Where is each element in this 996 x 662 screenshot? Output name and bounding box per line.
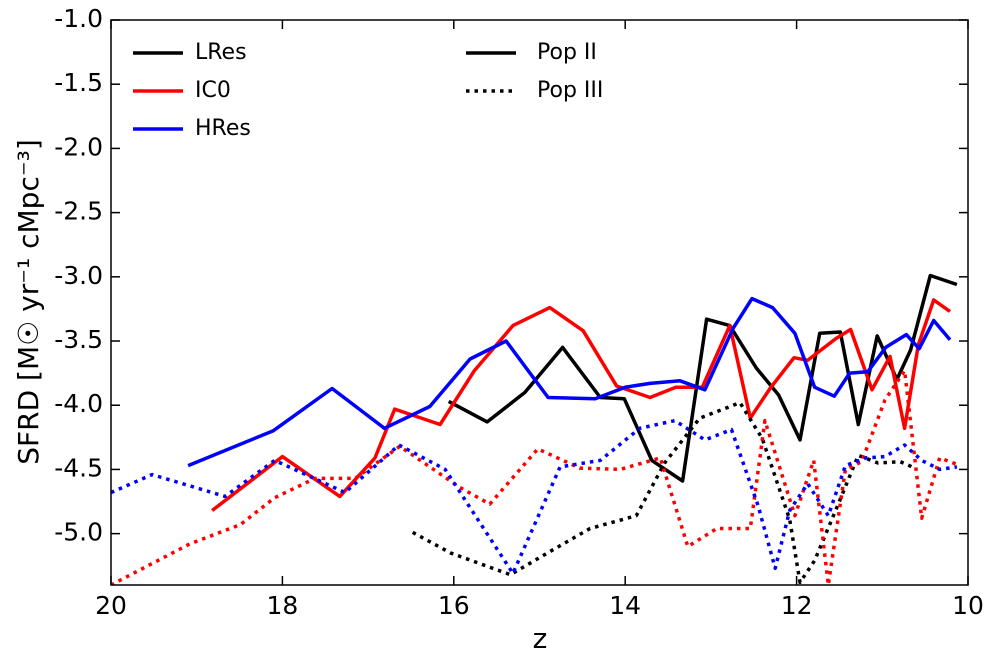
x-tick-label: 16	[438, 591, 470, 620]
y-tick-label: -3.5	[54, 325, 103, 354]
series-line	[111, 368, 958, 585]
series-line	[447, 273, 958, 483]
y-axis-label: SFRD [M☉ yr⁻¹ cMpc⁻³]	[12, 139, 45, 465]
x-tick-label: 20	[95, 591, 127, 620]
y-tick-label: -3.0	[54, 261, 103, 290]
legend-label: HRes	[195, 116, 251, 141]
x-tick-label: 10	[952, 591, 984, 620]
series-line	[411, 400, 916, 585]
x-axis-label: z	[533, 622, 548, 655]
series-line	[187, 296, 952, 468]
x-tick-label: 14	[609, 591, 641, 620]
x-tick-label: 12	[781, 591, 813, 620]
y-tick-label: -2.5	[54, 197, 103, 226]
y-tick-label: -1.5	[54, 68, 103, 97]
y-tick-label: -4.5	[54, 453, 103, 482]
plot-frame	[110, 19, 969, 586]
y-tick-label: -5.0	[54, 518, 103, 547]
legend-label: Pop III	[537, 78, 603, 103]
y-tick-label: -1.0	[54, 4, 103, 33]
legend-label: IC0	[195, 78, 231, 103]
x-tick-label: 18	[266, 591, 298, 620]
plot-lines	[111, 273, 958, 585]
y-tick-label: -4.0	[54, 389, 103, 418]
legend-label: Pop II	[537, 40, 597, 65]
legend-label: LRes	[195, 40, 247, 65]
series-line	[111, 418, 958, 576]
y-tick-label: -2.0	[54, 132, 103, 161]
